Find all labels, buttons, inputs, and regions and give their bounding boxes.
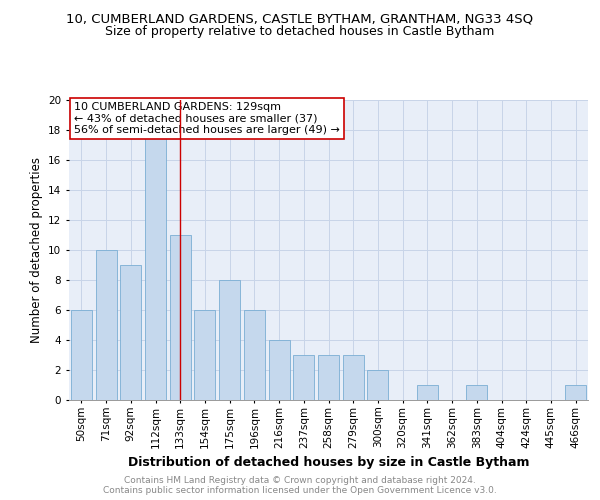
Bar xyxy=(466,385,487,400)
Bar xyxy=(244,310,265,400)
Text: Size of property relative to detached houses in Castle Bytham: Size of property relative to detached ho… xyxy=(106,25,494,38)
Bar xyxy=(318,355,339,400)
Bar xyxy=(269,340,290,400)
Text: 10, CUMBERLAND GARDENS, CASTLE BYTHAM, GRANTHAM, NG33 4SQ: 10, CUMBERLAND GARDENS, CASTLE BYTHAM, G… xyxy=(67,12,533,26)
Bar xyxy=(95,250,116,400)
Bar xyxy=(367,370,388,400)
Bar xyxy=(145,130,166,400)
Text: 10 CUMBERLAND GARDENS: 129sqm
← 43% of detached houses are smaller (37)
56% of s: 10 CUMBERLAND GARDENS: 129sqm ← 43% of d… xyxy=(74,102,340,134)
Bar xyxy=(343,355,364,400)
Bar xyxy=(219,280,240,400)
X-axis label: Distribution of detached houses by size in Castle Bytham: Distribution of detached houses by size … xyxy=(128,456,529,469)
Bar xyxy=(71,310,92,400)
Bar xyxy=(170,235,191,400)
Bar xyxy=(417,385,438,400)
Bar xyxy=(194,310,215,400)
Bar xyxy=(120,265,141,400)
Bar xyxy=(565,385,586,400)
Y-axis label: Number of detached properties: Number of detached properties xyxy=(29,157,43,343)
Bar xyxy=(293,355,314,400)
Text: Contains HM Land Registry data © Crown copyright and database right 2024.
Contai: Contains HM Land Registry data © Crown c… xyxy=(103,476,497,495)
